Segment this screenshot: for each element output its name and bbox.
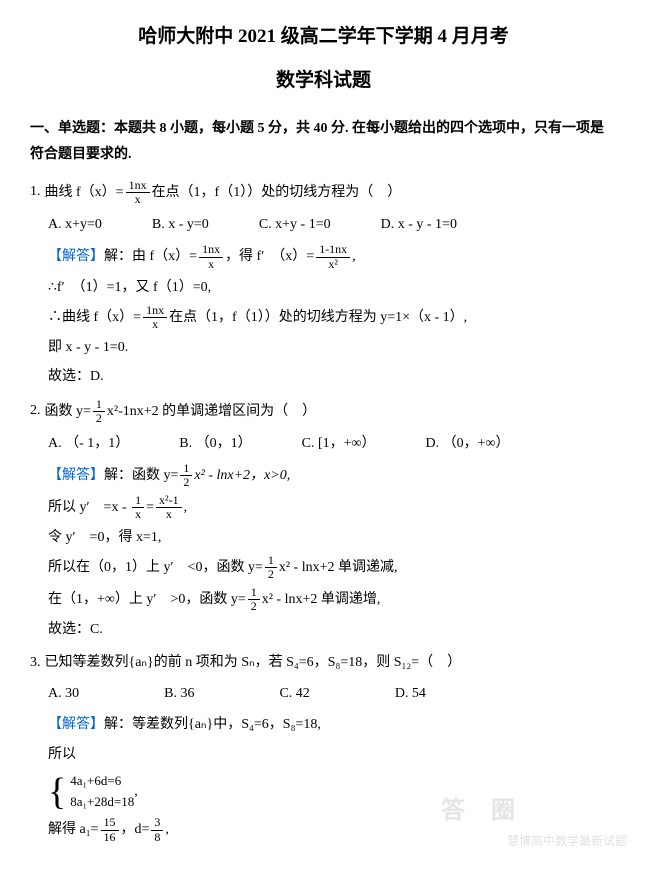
- solution-label: 【解答】: [48, 249, 104, 264]
- question-1: 1. 曲线 f（x）=1nxx在点（1，f（1））处的切线方程为（ ） A. x…: [30, 179, 617, 390]
- q1-num: 1.: [30, 179, 41, 204]
- q2-opt-a: A. （- 1，1）: [48, 431, 129, 456]
- q1-sol-line3: ∴曲线 f（x）=1nxx在点（1，f（1））处的切线方程为 y=1×（x - …: [48, 304, 617, 331]
- q2-num: 2.: [30, 398, 41, 423]
- section-intro: 一、单选题：本题共 8 小题，每小题 5 分，共 40 分. 在每小题给出的四个…: [30, 116, 617, 166]
- q2-sol-line3: 令 y′ =0，得 x=1,: [48, 525, 617, 550]
- fraction: 1-1nxx²: [316, 243, 350, 270]
- q1-options: A. x+y=0 B. x - y=0 C. x+y - 1=0 D. x - …: [48, 212, 617, 237]
- q2-opt-b: B. （0，1）: [179, 431, 251, 456]
- q3-opt-b: B. 36: [164, 681, 194, 706]
- fraction: 38: [151, 816, 163, 843]
- q1-opt-c: C. x+y - 1=0: [259, 212, 331, 237]
- fraction: 1nxx: [199, 243, 223, 270]
- brace-eq2: 8a₁+28d=18: [70, 792, 134, 813]
- question-2: 2. 函数 y=12x²-1nx+2 的单调递增区间为（ ） A. （- 1，1…: [30, 398, 617, 642]
- fraction: 1x: [132, 494, 144, 521]
- fraction: 12: [248, 586, 260, 613]
- fraction: 1516: [101, 816, 119, 843]
- q2-stem: 函数 y=12x²-1nx+2 的单调递增区间为（ ）: [45, 398, 618, 425]
- q3-options: A. 30 B. 36 C. 42 D. 54: [48, 681, 617, 706]
- fraction: x²-1x: [156, 494, 182, 521]
- brace-icon: {: [48, 773, 66, 811]
- brace-system: { 4a₁+6d=6 8a₁+28d=18 ,: [48, 771, 617, 813]
- q2-opt-c: C. [1，+∞）: [302, 431, 376, 456]
- q2-sol-line4: 所以在（0，1）上 y′ <0，函数 y=12x² - lnx+2 单调递减,: [48, 554, 617, 581]
- fraction: 12: [93, 398, 105, 425]
- solution-label: 【解答】: [48, 717, 104, 732]
- q1-stem: 曲线 f（x）=1nxx在点（1，f（1））处的切线方程为（ ）: [45, 179, 618, 206]
- q3-opt-d: D. 54: [395, 681, 426, 706]
- q3-num: 3.: [30, 650, 41, 675]
- q3-opt-c: C. 42: [279, 681, 309, 706]
- q2-sol-line5: 在（1，+∞）上 y′ >0，函数 y=12x² - lnx+2 单调递增,: [48, 586, 617, 613]
- q1-opt-b: B. x - y=0: [152, 212, 209, 237]
- q2-sol-line6: 故选：C.: [48, 617, 617, 642]
- brace-eq1: 4a₁+6d=6: [70, 771, 134, 792]
- q1-opt-d: D. x - y - 1=0: [381, 212, 457, 237]
- q3-stem: 已知等差数列{aₙ}的前 n 项和为 Sₙ，若 S₄=6，S₈=18，则 S₁₂…: [45, 650, 618, 675]
- title-sub: 数学科试题: [30, 64, 617, 98]
- q3-opt-a: A. 30: [48, 681, 79, 706]
- q2-sol-line2: 所以 y′ =x - 1x=x²-1x,: [48, 494, 617, 521]
- q1-sol-line5: 故选：D.: [48, 364, 617, 389]
- q3-sol-line2: 所以: [48, 742, 617, 767]
- q1-sol-line4: 即 x - y - 1=0.: [48, 335, 617, 360]
- q1-sol-line2: ∴f′ （1）=1，又 f（1）=0,: [48, 275, 617, 300]
- fraction: 12: [180, 462, 192, 489]
- q2-opt-d: D. （0，+∞）: [426, 431, 510, 456]
- fraction: 12: [265, 554, 277, 581]
- q1-sol-line1: 【解答】解：由 f（x）=1nxx，得 f′ （x）=1-1nxx²,: [48, 243, 617, 270]
- fraction: 1nxx: [143, 304, 167, 331]
- fraction: 1nxx: [126, 179, 150, 206]
- q2-options: A. （- 1，1） B. （0，1） C. [1，+∞） D. （0，+∞）: [48, 431, 617, 456]
- q3-sol-line1: 【解答】解：等差数列{aₙ}中，S₄=6，S₈=18,: [48, 712, 617, 737]
- q2-sol-line1: 【解答】解：函数 y=12x² - lnx+2，x>0,: [48, 462, 617, 489]
- title-main: 哈师大附中 2021 级高二学年下学期 4 月月考: [30, 20, 617, 54]
- q3-sol-line3: 解得 a₁=1516，d=38,: [48, 816, 617, 843]
- q1-opt-a: A. x+y=0: [48, 212, 102, 237]
- solution-label: 【解答】: [48, 468, 104, 483]
- question-3: 3. 已知等差数列{aₙ}的前 n 项和为 Sₙ，若 S₄=6，S₈=18，则 …: [30, 650, 617, 844]
